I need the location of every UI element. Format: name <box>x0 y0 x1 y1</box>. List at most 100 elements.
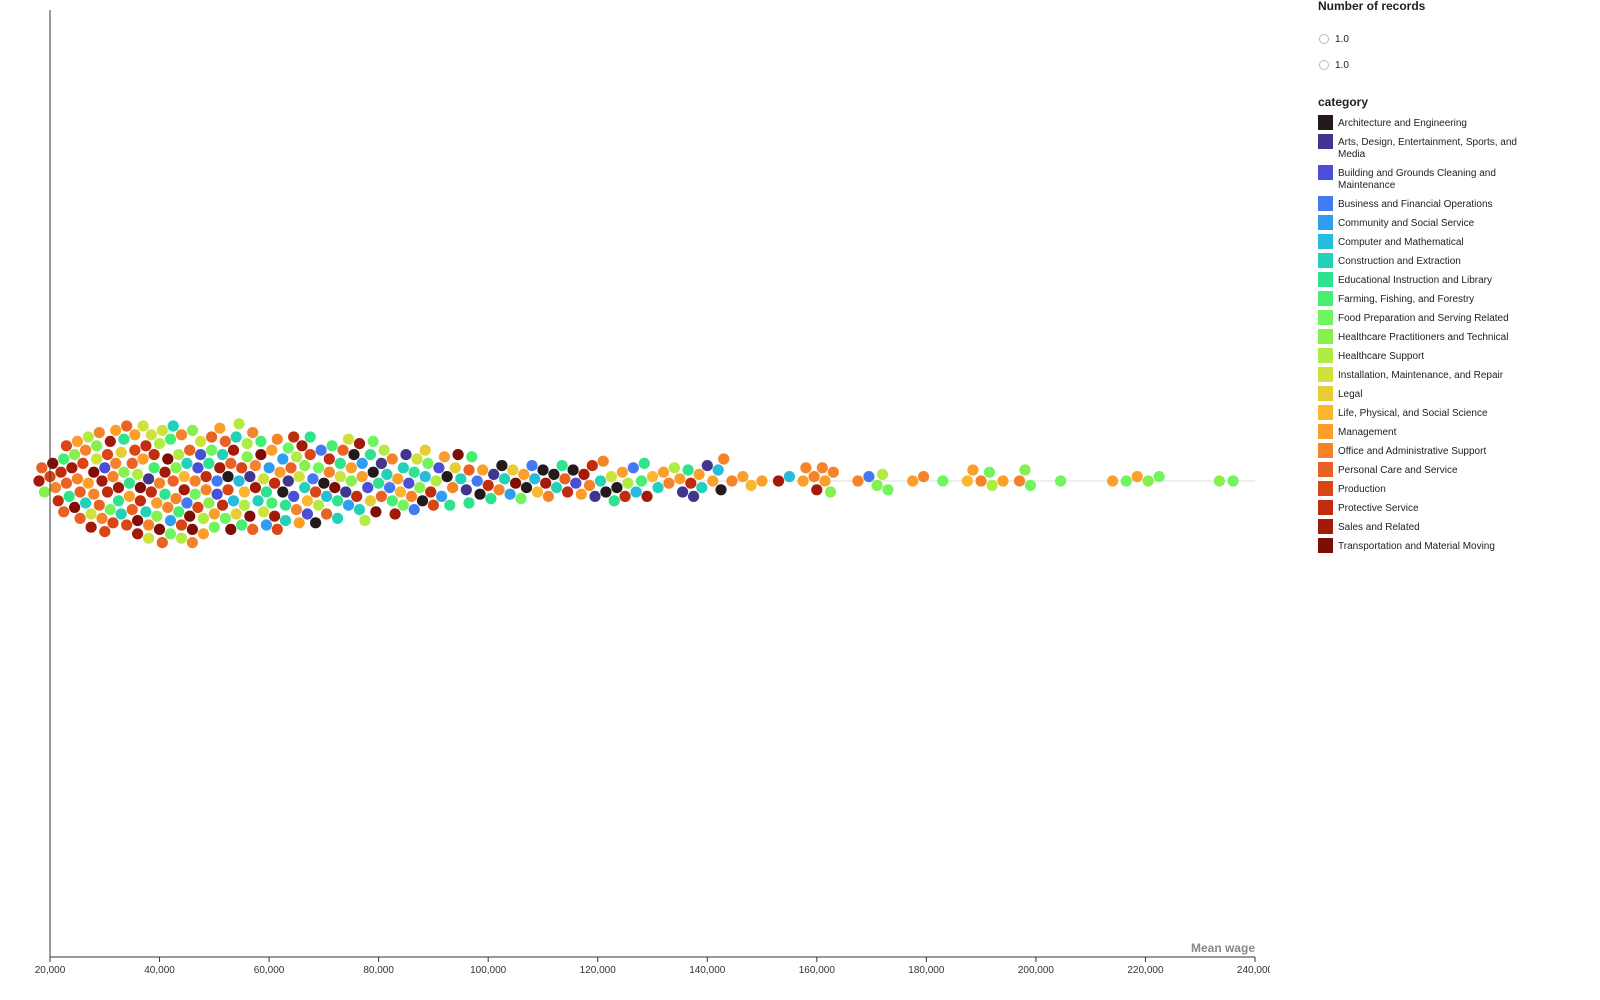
data-point[interactable] <box>58 453 70 465</box>
data-point[interactable] <box>55 466 67 478</box>
data-point[interactable] <box>419 471 431 483</box>
data-point[interactable] <box>677 486 689 498</box>
data-point[interactable] <box>323 466 335 478</box>
data-point[interactable] <box>983 466 996 478</box>
category-legend-item[interactable]: Transportation and Material Moving <box>1318 538 1548 553</box>
data-point[interactable] <box>99 462 111 474</box>
data-point[interactable] <box>38 486 51 498</box>
data-point[interactable] <box>693 468 705 480</box>
data-point[interactable] <box>367 435 379 447</box>
data-point[interactable] <box>208 508 220 520</box>
data-point[interactable] <box>715 484 727 496</box>
data-point[interactable] <box>71 473 83 485</box>
data-point[interactable] <box>370 506 382 518</box>
data-point[interactable] <box>173 449 185 461</box>
data-point[interactable] <box>471 475 483 487</box>
data-point[interactable] <box>597 455 609 467</box>
data-point[interactable] <box>353 438 366 450</box>
data-point[interactable] <box>151 510 163 522</box>
data-point[interactable] <box>121 420 133 432</box>
data-point[interactable] <box>101 449 114 461</box>
data-point[interactable] <box>414 482 426 494</box>
data-point[interactable] <box>416 495 429 507</box>
data-point[interactable] <box>411 453 423 465</box>
data-point[interactable] <box>85 508 97 520</box>
data-point[interactable] <box>219 512 231 525</box>
data-point[interactable] <box>148 462 160 474</box>
data-point[interactable] <box>211 488 223 500</box>
data-point[interactable] <box>148 449 160 461</box>
data-point[interactable] <box>151 497 163 509</box>
data-point[interactable] <box>1120 475 1132 487</box>
category-legend-item[interactable]: Business and Financial Operations <box>1318 196 1548 211</box>
data-point[interactable] <box>266 497 278 509</box>
data-point[interactable] <box>986 479 998 491</box>
data-point[interactable] <box>627 462 639 474</box>
data-point[interactable] <box>132 468 144 480</box>
data-point[interactable] <box>663 477 675 489</box>
data-point[interactable] <box>477 464 489 476</box>
data-point[interactable] <box>403 477 415 489</box>
data-point[interactable] <box>222 484 234 496</box>
data-point[interactable] <box>69 449 81 461</box>
data-point[interactable] <box>466 451 478 463</box>
data-point[interactable] <box>493 484 505 496</box>
data-point[interactable] <box>104 504 116 516</box>
data-point[interactable] <box>562 486 574 498</box>
category-legend-item[interactable]: Computer and Mathematical <box>1318 234 1548 249</box>
data-point[interactable] <box>186 523 198 536</box>
data-point[interactable] <box>271 523 283 536</box>
data-point[interactable] <box>430 475 442 487</box>
data-point[interactable] <box>189 475 201 487</box>
data-point[interactable] <box>156 424 168 436</box>
data-point[interactable] <box>126 504 138 516</box>
data-point[interactable] <box>255 435 267 447</box>
data-point[interactable] <box>290 504 303 516</box>
data-point[interactable] <box>233 475 245 487</box>
data-point[interactable] <box>342 499 355 511</box>
data-point[interactable] <box>170 493 182 505</box>
data-point[interactable] <box>460 484 472 496</box>
data-point[interactable] <box>1107 475 1119 487</box>
data-point[interactable] <box>326 440 338 452</box>
data-point[interactable] <box>463 464 475 476</box>
data-point[interactable] <box>496 460 508 472</box>
data-point[interactable] <box>321 490 333 502</box>
data-point[interactable] <box>164 515 177 527</box>
category-legend-item[interactable]: Healthcare Practitioners and Technical <box>1318 329 1548 344</box>
data-point[interactable] <box>1024 479 1036 491</box>
data-point[interactable] <box>504 488 516 500</box>
data-point[interactable] <box>129 444 141 456</box>
data-point[interactable] <box>123 477 135 489</box>
data-point[interactable] <box>153 477 166 489</box>
data-point[interactable] <box>307 473 319 485</box>
category-legend-item[interactable]: Construction and Extraction <box>1318 253 1548 268</box>
data-point[interactable] <box>200 471 212 483</box>
data-point[interactable] <box>364 449 376 461</box>
data-point[interactable] <box>159 466 171 478</box>
data-point[interactable] <box>162 453 174 465</box>
data-point[interactable] <box>299 482 311 494</box>
data-point[interactable] <box>408 504 420 516</box>
data-point[interactable] <box>772 475 785 487</box>
data-point[interactable] <box>274 466 286 478</box>
data-point[interactable] <box>96 512 108 525</box>
data-point[interactable] <box>282 442 294 454</box>
data-point[interactable] <box>827 466 839 478</box>
data-point[interactable] <box>285 462 297 474</box>
category-legend-item[interactable]: Sales and Related <box>1318 519 1548 534</box>
data-point[interactable] <box>277 453 289 465</box>
data-point[interactable] <box>312 462 324 474</box>
data-point[interactable] <box>290 451 303 463</box>
data-point[interactable] <box>419 444 431 456</box>
category-legend-item[interactable]: Management <box>1318 424 1548 439</box>
data-point[interactable] <box>1013 475 1026 487</box>
data-point[interactable] <box>310 517 322 529</box>
data-point[interactable] <box>118 433 130 445</box>
data-point[interactable] <box>137 420 149 432</box>
data-point[interactable] <box>334 471 346 483</box>
data-point[interactable] <box>208 521 220 533</box>
data-point[interactable] <box>449 462 461 474</box>
data-point[interactable] <box>249 460 261 472</box>
data-point[interactable] <box>482 479 494 491</box>
